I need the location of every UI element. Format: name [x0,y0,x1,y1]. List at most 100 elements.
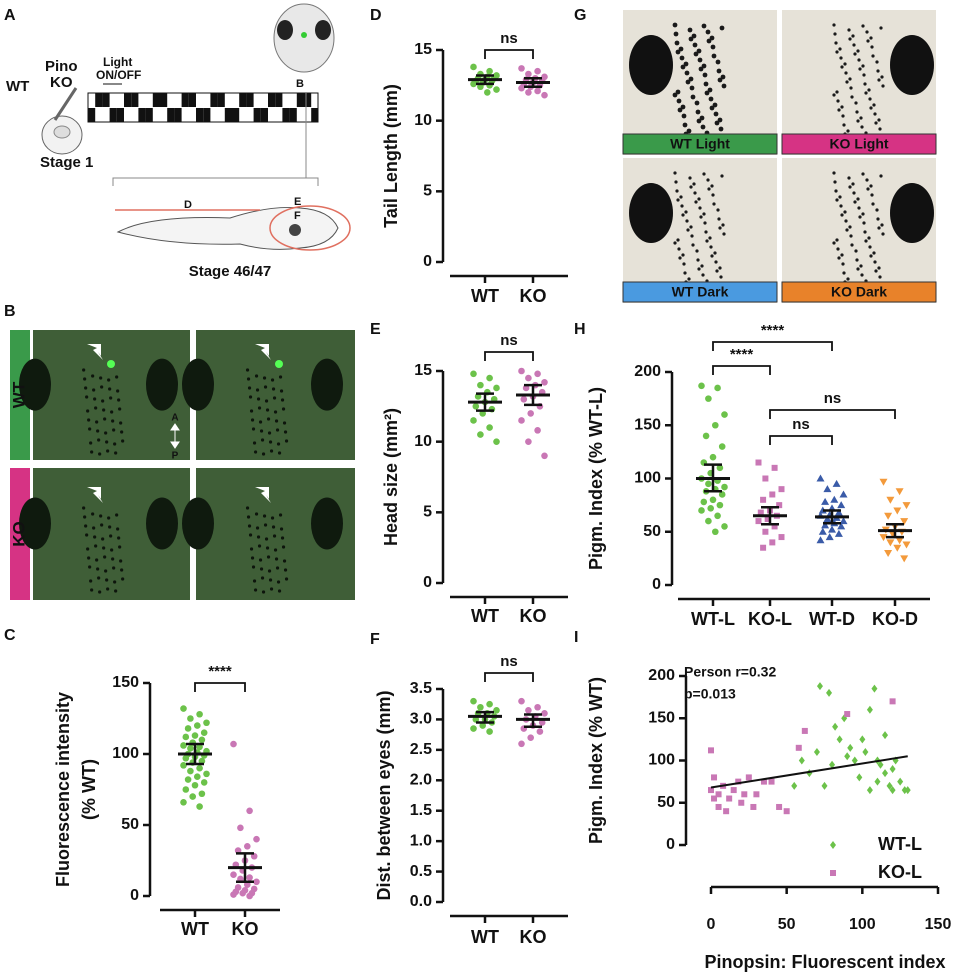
pigment [858,215,862,219]
point [893,507,902,515]
check [109,108,117,122]
y-tick-label: 3.5 [410,680,432,697]
pigment [266,555,271,559]
pigment [878,275,882,279]
pigment [94,544,98,548]
pigment [719,25,725,31]
pigment [692,42,698,48]
pigment [257,406,262,410]
significance-bracket [712,365,771,375]
pigment [112,428,116,432]
point [821,521,830,529]
pigment [281,545,286,549]
x-tick-label: KO-D [872,609,918,629]
pigment [841,262,845,266]
significance-label: **** [761,322,785,339]
point [705,480,712,488]
check [210,93,218,107]
image-label: KO Light [829,136,888,152]
check [181,93,189,107]
pigment [688,76,694,82]
pigment [865,30,869,34]
legend-label: WT-L [878,834,922,854]
point [493,438,500,445]
x-tick-label: WT-L [691,609,735,629]
pigment [687,27,693,33]
arrow [255,487,271,503]
pigment [866,39,870,43]
pigment [109,396,113,400]
pigment [107,516,111,520]
point [889,698,896,705]
point [700,498,708,506]
pigment [703,81,709,87]
pigment [841,114,845,118]
point [525,707,532,714]
pigment [839,56,843,60]
point [536,728,544,735]
pigment [680,104,686,110]
check [224,108,232,122]
point [879,478,888,486]
point [472,403,480,410]
point [760,778,767,785]
pigment [256,535,261,539]
point [196,764,203,772]
check [131,93,139,107]
pigment [246,377,251,381]
pigment [259,567,264,571]
point [198,790,206,798]
point [711,795,718,802]
pigment [718,266,722,270]
pigment [690,234,694,238]
significance-label: **** [208,663,232,680]
point [246,874,253,881]
pigment [856,119,860,123]
pigment [704,230,708,234]
point [534,370,541,378]
point [715,803,722,810]
pigment [272,396,277,400]
pigment [91,374,95,378]
pigment [837,108,841,112]
point [886,781,893,790]
pigment [846,277,850,281]
point [518,84,525,92]
point [778,486,785,493]
pigment [715,269,719,273]
eye [182,497,214,550]
point [486,700,493,708]
pigment [115,375,119,379]
pigment [263,523,268,527]
pigment [686,128,692,134]
point [823,514,832,522]
pigment [701,23,707,29]
pigment [113,580,117,584]
pigment [275,566,280,570]
point [194,722,201,729]
point [830,495,839,503]
point [813,748,820,757]
point [760,496,767,503]
pigment [869,106,873,110]
pigment [834,189,838,193]
pigment [695,249,699,253]
pigment [861,64,865,68]
point [518,697,525,705]
pigment [876,69,880,73]
pigment [264,537,269,541]
y-axis-label: Pigm. Index (% WT-L) [586,387,606,570]
point [798,756,805,765]
pigment [856,197,860,201]
pigment [96,429,100,433]
y-tick-label: 0 [423,574,432,591]
panel-b-images [10,330,30,600]
needle [53,87,78,121]
pigment [706,38,712,44]
pigment [278,375,283,379]
pigment [693,51,699,57]
point [828,525,836,533]
pigment [281,407,286,411]
pigment [121,439,125,443]
y-tick-label: 100 [648,752,675,769]
